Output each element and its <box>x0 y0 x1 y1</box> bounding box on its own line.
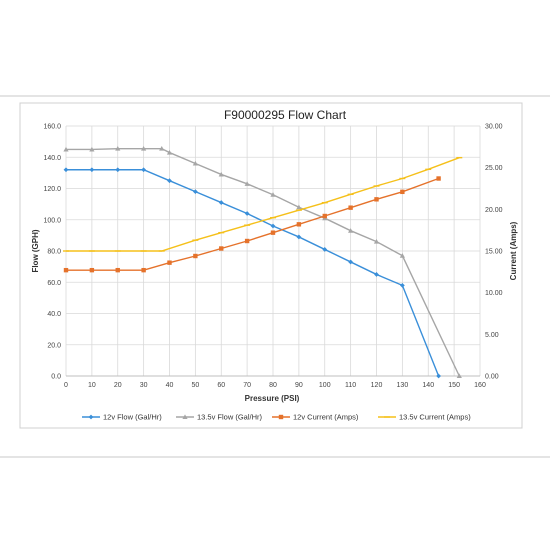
data-point-series-2 <box>399 253 405 258</box>
x-tick-label: 120 <box>371 382 383 389</box>
y-tick-label: 80.0 <box>47 249 61 256</box>
data-point-series-2 <box>270 192 276 197</box>
data-point-series-2 <box>348 228 354 233</box>
y2-tick-label: 15.00 <box>485 249 503 256</box>
x-tick-label: 140 <box>422 382 434 389</box>
data-point-series-3 <box>63 267 69 273</box>
data-point-series-2 <box>141 146 147 151</box>
legend-swatch-marker <box>88 414 94 420</box>
data-point-series-1 <box>115 167 121 173</box>
y2-tick-label: 20.00 <box>485 207 503 214</box>
data-point-series-3 <box>270 230 276 235</box>
y2-tick-label: 25.00 <box>485 165 503 172</box>
data-point-series-3 <box>400 189 405 195</box>
x-tick-label: 0 <box>64 382 68 389</box>
axes: 0 10 20 30 40 50 60 70 80 90 100 110 120 130 140 150 160… <box>43 124 502 390</box>
x-tick-label: 60 <box>217 382 225 389</box>
data-point-series-1 <box>63 167 69 173</box>
data-point-series-3 <box>296 222 302 227</box>
data-point-series-3 <box>436 176 441 181</box>
y-tick-label: 160.0 <box>43 124 61 131</box>
y-tick-label: 0.0 <box>51 374 61 381</box>
legend: 12v Flow (Gal/Hr) 13.5v Flow (Gal/Hr) 12v … <box>82 413 471 422</box>
data-point-series-1 <box>244 211 250 216</box>
y2-tick-label: 0.00 <box>485 374 499 381</box>
data-point-series-1 <box>296 234 302 240</box>
y2-tick-label: 5.00 <box>485 332 499 339</box>
data-point-series-2 <box>159 146 165 151</box>
y-tick-label: 120.0 <box>43 186 61 193</box>
data-point-series-3 <box>219 246 224 251</box>
x-tick-label: 90 <box>295 382 303 389</box>
x-tick-label: 70 <box>243 382 251 389</box>
data-point-series-2 <box>456 373 462 378</box>
x-tick-label: 50 <box>191 382 199 389</box>
data-point-series-3 <box>322 213 327 219</box>
legend-entry-3: 12v Current (Amps) <box>293 413 359 422</box>
y-axis-title: Flow (GPH) <box>31 229 40 272</box>
legend-entry-4: 13.5v Current (Amps) <box>399 413 471 422</box>
data-point-series-2 <box>244 181 250 186</box>
data-point-series-3 <box>141 267 146 273</box>
series-line-4 <box>66 157 460 252</box>
series-line-2 <box>66 147 460 377</box>
data-point-series-1 <box>89 167 95 173</box>
data-point-series-3 <box>89 267 95 273</box>
data-point-series-2 <box>296 204 302 210</box>
data-point-series-1 <box>322 247 328 252</box>
data-point-series-1 <box>436 373 441 379</box>
data-point-series-1 <box>374 272 379 277</box>
x-tick-label: 80 <box>269 382 277 389</box>
data-point-series-1 <box>399 282 405 288</box>
x-tick-label: 40 <box>166 382 174 389</box>
y-tick-label: 40.0 <box>47 311 61 318</box>
x-tick-label: 130 <box>397 382 409 389</box>
data-point-series-3 <box>374 197 379 202</box>
x-tick-label: 20 <box>114 382 122 389</box>
y2-tick-label: 10.00 <box>485 290 503 297</box>
y2-axis-title: Current (Amps) <box>509 221 518 280</box>
data-point-series-1 <box>218 200 224 205</box>
y-tick-label: 20.0 <box>47 342 61 349</box>
data-point-series-3 <box>244 238 250 244</box>
x-axis-title: Pressure (PSI) <box>245 394 300 403</box>
data-point-series-2 <box>373 239 380 244</box>
data-point-series-2 <box>218 171 224 177</box>
series-layer <box>63 146 463 379</box>
data-point-series-3 <box>193 253 198 259</box>
data-point-series-2 <box>166 149 173 155</box>
data-point-series-3 <box>115 267 120 273</box>
data-point-series-1 <box>192 189 198 195</box>
data-point-series-2 <box>192 160 198 166</box>
data-point-series-2 <box>63 146 69 152</box>
data-point-series-1 <box>141 167 147 173</box>
chart-border <box>19 102 523 429</box>
y-tick-label: 60.0 <box>47 280 61 287</box>
x-tick-label: 10 <box>88 382 96 389</box>
y-tick-label: 100.0 <box>43 217 61 224</box>
legend-swatch-marker <box>182 414 188 419</box>
x-tick-label: 30 <box>140 382 148 389</box>
data-point-series-1 <box>167 178 172 184</box>
data-point-series-1 <box>270 223 276 229</box>
x-tick-label: 110 <box>345 382 356 389</box>
x-tick-label: 100 <box>319 382 331 389</box>
data-point-series-2 <box>115 146 121 151</box>
data-point-series-2 <box>89 146 95 152</box>
data-point-series-1 <box>348 259 354 265</box>
legend-entry-1: 12v Flow (Gal/Hr) <box>103 413 162 422</box>
data-point-series-3 <box>348 205 353 210</box>
data-point-series-3 <box>167 260 172 265</box>
y2-tick-label: 30.00 <box>485 124 503 131</box>
legend-entry-2: 13.5v Flow (Gal/Hr) <box>197 413 263 422</box>
chart-title: F90000295 Flow Chart <box>224 108 347 122</box>
legend-swatch-marker <box>278 414 284 420</box>
y-tick-label: 140.0 <box>43 155 61 162</box>
x-tick-label: 160 <box>474 382 486 389</box>
x-tick-label: 150 <box>448 382 460 389</box>
